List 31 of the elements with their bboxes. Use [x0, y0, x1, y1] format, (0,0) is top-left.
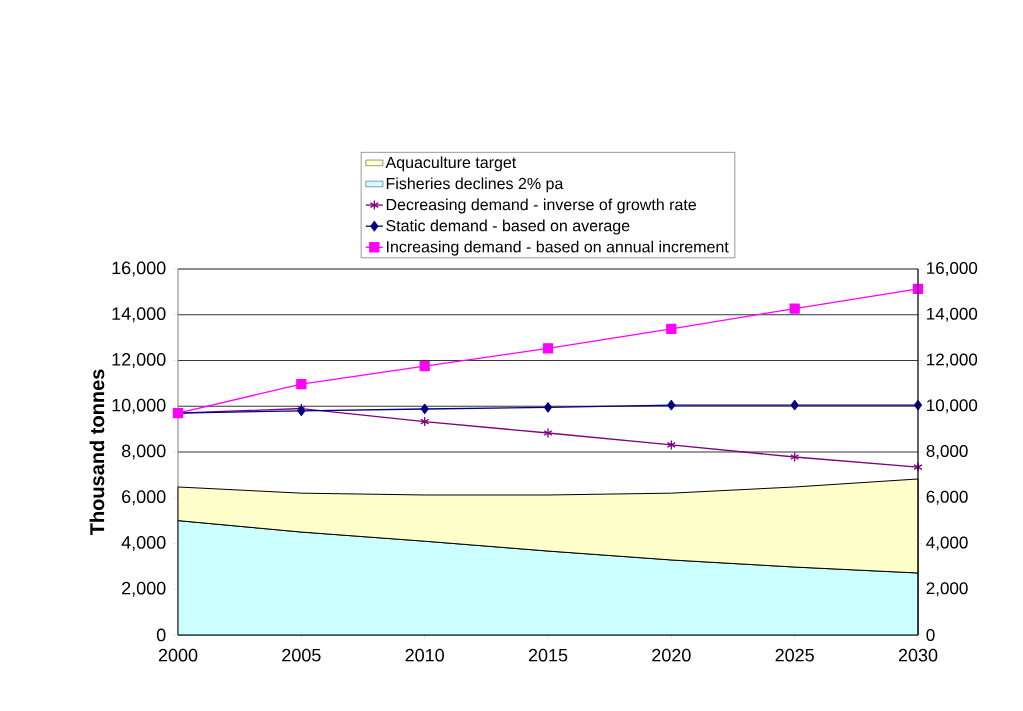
y-tick-label: 16,000: [112, 261, 166, 277]
y2-tick-label: 16,000: [927, 261, 978, 277]
y-tick-label: 10,000: [112, 398, 166, 414]
y2-tick-label: 6,000: [926, 490, 968, 505]
legend-label: Increasing demand - based on annual increment: [387, 240, 729, 256]
y-tick-label: 8,000: [121, 444, 166, 460]
x-tick-label: 2020: [652, 648, 691, 662]
x-tick-label: 2025: [775, 648, 814, 662]
y2-tick-label: 12,000: [927, 353, 978, 368]
x-tick-label: 2005: [282, 648, 321, 662]
x-tick-label: 2000: [158, 648, 198, 662]
y-tick-label: 4,000: [121, 536, 166, 551]
y2-tick-label: 0: [926, 628, 935, 642]
x-tick-label: 2015: [528, 648, 568, 662]
y-tick-label: 12,000: [112, 353, 166, 368]
y-tick-label: 2,000: [122, 581, 166, 597]
x-tick-label: 2030: [898, 648, 938, 662]
y2-tick-label: 14,000: [927, 307, 978, 322]
y-tick-label: 14,000: [112, 307, 166, 323]
legend-label: Aquaculture target: [385, 156, 517, 172]
x-tick-label: 2010: [405, 648, 444, 662]
y2-tick-label: 8,000: [926, 444, 968, 460]
y-tick-label: 0: [156, 628, 166, 642]
y2-tick-label: 4,000: [926, 536, 968, 551]
legend-label: Static demand - based on average: [386, 219, 630, 235]
legend-label: Decreasing demand - inverse of growth rate: [386, 198, 697, 214]
y-tick-label: 6,000: [122, 490, 166, 506]
y2-tick-label: 2,000: [926, 582, 968, 597]
y-axis-title: Thousand tonnes: [89, 369, 105, 536]
legend-label: Fisheries declines 2% pa: [386, 177, 564, 193]
y2-tick-label: 10,000: [927, 399, 978, 414]
